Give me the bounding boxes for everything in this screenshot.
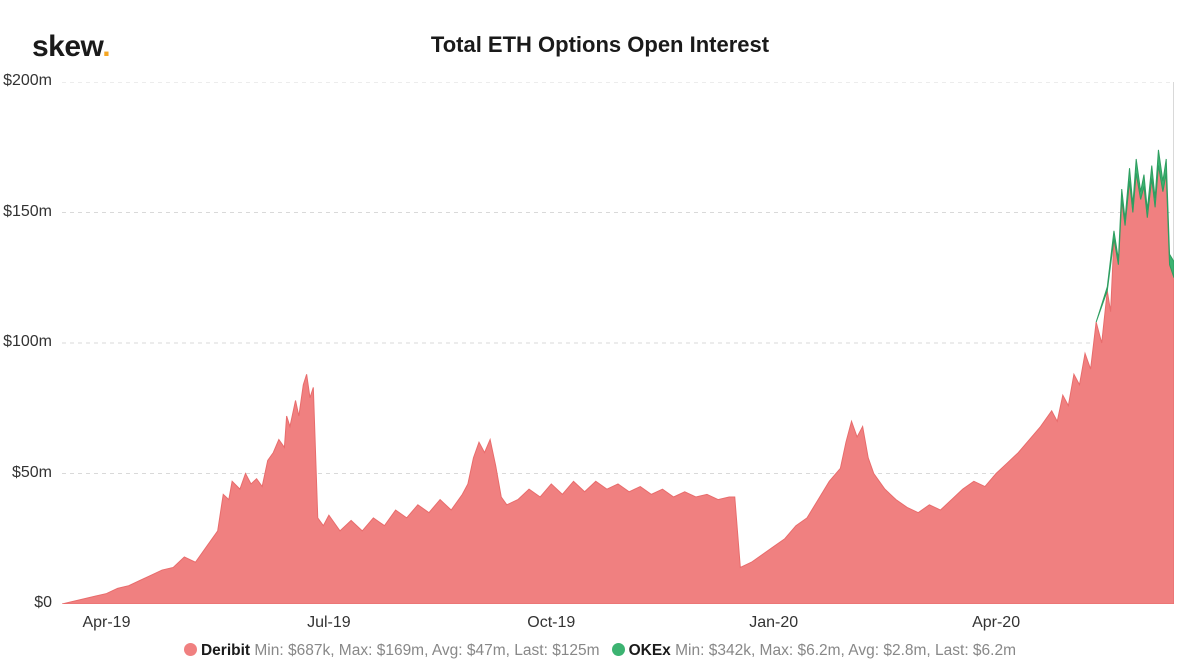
chart-page: skew. Total ETH Options Open Interest $0… — [0, 0, 1200, 670]
legend-swatch — [184, 643, 197, 656]
y-tick-label: $0 — [0, 594, 52, 612]
x-tick-label: Apr-19 — [82, 614, 130, 632]
chart-plot-area — [62, 82, 1174, 604]
x-tick-label: Oct-19 — [527, 614, 575, 632]
chart-svg — [62, 82, 1174, 604]
legend-item: Deribit Min: $687k, Max: $169m, Avg: $47… — [184, 642, 600, 659]
legend-stat: Min: $687k, Max: $169m, Avg: $47m, Last:… — [254, 642, 599, 659]
y-tick-label: $100m — [0, 333, 52, 351]
legend-stat: Min: $342k, Max: $6.2m, Avg: $2.8m, Last… — [675, 642, 1016, 659]
legend-series-name: Deribit — [201, 642, 250, 659]
y-tick-label: $200m — [0, 72, 52, 90]
legend-swatch — [612, 643, 625, 656]
chart-legend: Deribit Min: $687k, Max: $169m, Avg: $47… — [0, 642, 1200, 660]
y-tick-label: $150m — [0, 203, 52, 221]
x-tick-label: Jul-19 — [307, 614, 351, 632]
x-tick-label: Apr-20 — [972, 614, 1020, 632]
legend-item: OKEx Min: $342k, Max: $6.2m, Avg: $2.8m,… — [612, 642, 1016, 659]
chart-title: Total ETH Options Open Interest — [0, 32, 1200, 58]
x-tick-label: Jan-20 — [749, 614, 798, 632]
legend-series-name: OKEx — [629, 642, 671, 659]
y-tick-label: $50m — [0, 464, 52, 482]
